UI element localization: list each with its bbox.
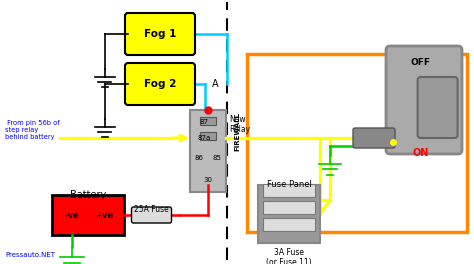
- FancyBboxPatch shape: [353, 128, 395, 148]
- Text: 25A Fuse: 25A Fuse: [134, 205, 169, 214]
- Bar: [190, 110, 226, 192]
- Bar: [258, 185, 320, 243]
- Bar: [263, 184, 315, 197]
- Text: 85: 85: [212, 155, 221, 161]
- FancyBboxPatch shape: [418, 77, 457, 138]
- Text: Fuse Panel: Fuse Panel: [266, 180, 311, 189]
- Text: Fog 2: Fog 2: [144, 79, 176, 89]
- FancyBboxPatch shape: [125, 13, 195, 55]
- FancyBboxPatch shape: [131, 207, 172, 223]
- Text: A: A: [212, 79, 219, 89]
- Text: 87a: 87a: [197, 135, 210, 141]
- Bar: [247, 54, 467, 232]
- Bar: [263, 201, 315, 214]
- Text: 86: 86: [195, 155, 204, 161]
- Bar: [200, 132, 216, 140]
- Text: ON: ON: [412, 148, 429, 158]
- Bar: [200, 117, 216, 125]
- Text: Battery: Battery: [70, 190, 106, 200]
- FancyBboxPatch shape: [125, 63, 195, 105]
- Bar: [52, 195, 124, 235]
- Text: OFF: OFF: [410, 58, 430, 67]
- Text: Fog 1: Fog 1: [144, 29, 176, 39]
- Text: New
Relay: New Relay: [229, 115, 250, 134]
- Bar: [263, 218, 315, 231]
- Text: From pin 56b of
step relay
behind battery: From pin 56b of step relay behind batter…: [5, 120, 60, 140]
- Text: 87: 87: [200, 119, 209, 125]
- FancyBboxPatch shape: [386, 46, 462, 154]
- Text: 3A Fuse
(or Fuse 11): 3A Fuse (or Fuse 11): [266, 248, 312, 264]
- Text: +ve: +ve: [95, 210, 113, 219]
- Text: FIREWALL: FIREWALL: [234, 112, 240, 152]
- Text: -ve: -ve: [65, 210, 80, 219]
- Text: Pressauto.NET: Pressauto.NET: [5, 252, 55, 258]
- Text: 30: 30: [203, 177, 212, 183]
